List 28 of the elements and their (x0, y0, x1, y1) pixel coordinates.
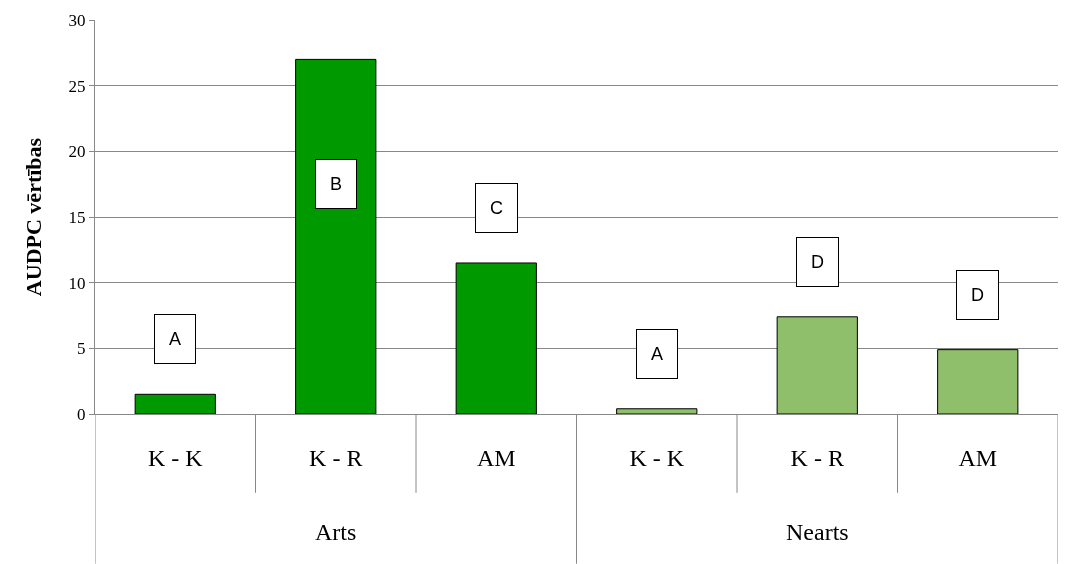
text: Nearts (786, 519, 849, 545)
bar (295, 58, 377, 414)
y-tick-label: 0 (77, 404, 86, 424)
bar (616, 408, 698, 414)
x-tick-label: AM (476, 444, 516, 471)
text: Arts (315, 519, 357, 545)
x-tick-label: K - R (309, 444, 363, 471)
y-tick-label: 30 (68, 10, 86, 30)
y-tick-label: 15 (68, 207, 86, 227)
annotation: C (490, 198, 503, 218)
annotation: D (811, 252, 824, 272)
annotation: A (169, 329, 182, 349)
bar (776, 316, 858, 414)
x-tick-label: K - K (147, 444, 204, 471)
annotation: A (651, 344, 664, 364)
x-tick-label: K - R (790, 444, 844, 471)
bar (937, 349, 1019, 414)
annotation: B (330, 174, 343, 194)
bar (134, 393, 216, 414)
y-axis-title: AUDPC vērtības (21, 137, 46, 297)
y-tick-label: 25 (68, 76, 86, 96)
x-tick-label: AM (958, 444, 998, 471)
y-tick-label: 5 (77, 339, 86, 359)
annotation: D (971, 285, 984, 305)
bar (455, 262, 537, 414)
y-tick-label: 10 (68, 273, 86, 293)
y-tick-label: 20 (68, 142, 86, 162)
x-tick-label: K - K (629, 444, 685, 471)
